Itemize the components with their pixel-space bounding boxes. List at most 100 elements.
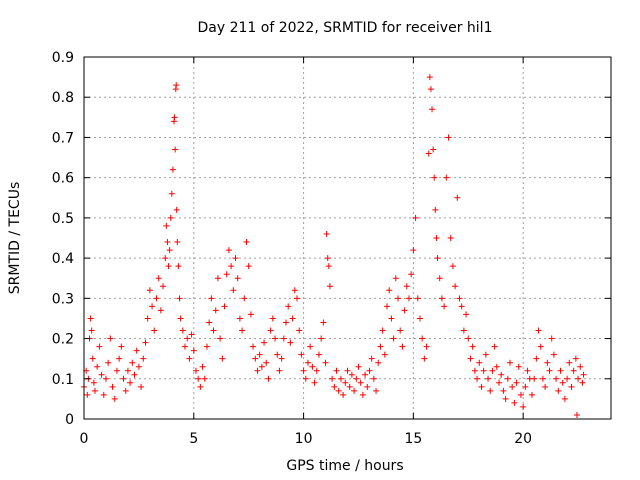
data-point xyxy=(384,303,391,310)
data-point xyxy=(427,86,434,93)
data-point xyxy=(557,367,564,374)
x-axis-label: GPS time / hours xyxy=(286,458,403,474)
data-point xyxy=(151,327,158,334)
data-point xyxy=(87,315,94,322)
data-point xyxy=(573,411,580,418)
data-point xyxy=(509,383,516,390)
data-point xyxy=(431,174,438,181)
data-point xyxy=(432,206,439,213)
data-point xyxy=(511,399,518,406)
data-point xyxy=(408,271,415,278)
data-point xyxy=(176,295,183,302)
data-point xyxy=(410,247,417,254)
data-point xyxy=(522,383,529,390)
data-point xyxy=(548,335,555,342)
data-point xyxy=(443,174,450,181)
data-point xyxy=(570,367,577,374)
data-point xyxy=(160,283,167,290)
data-point xyxy=(263,359,270,366)
data-point xyxy=(386,287,393,294)
data-point xyxy=(241,295,248,302)
data-point xyxy=(465,335,472,342)
data-point xyxy=(201,375,208,382)
data-point xyxy=(254,367,261,374)
data-point xyxy=(168,190,175,197)
data-point xyxy=(390,335,397,342)
x-tick-label: 5 xyxy=(189,431,198,447)
data-point xyxy=(550,351,557,358)
data-point xyxy=(539,375,546,382)
data-point xyxy=(377,343,384,350)
data-point xyxy=(564,375,571,382)
data-point xyxy=(298,351,305,358)
data-point xyxy=(131,371,138,378)
data-point xyxy=(210,327,217,334)
data-point xyxy=(362,371,369,378)
data-point xyxy=(165,263,172,270)
data-point xyxy=(412,214,419,221)
data-points xyxy=(81,74,587,418)
data-point xyxy=(265,375,272,382)
data-point xyxy=(401,307,408,314)
data-point xyxy=(293,295,300,302)
y-tick-label: 0 xyxy=(65,412,74,428)
data-point xyxy=(416,315,423,322)
data-point xyxy=(524,367,531,374)
data-point xyxy=(577,363,584,370)
data-point xyxy=(127,379,134,386)
data-point xyxy=(243,239,250,246)
data-point xyxy=(162,255,169,262)
data-point xyxy=(206,319,213,326)
x-tick-label: 15 xyxy=(404,431,422,447)
y-tick-label: 0.5 xyxy=(52,211,74,227)
data-point xyxy=(173,82,180,89)
data-point xyxy=(438,295,445,302)
data-point xyxy=(212,307,219,314)
data-point xyxy=(296,327,303,334)
data-point xyxy=(357,379,364,386)
data-point xyxy=(109,383,116,390)
data-point xyxy=(326,283,333,290)
data-point xyxy=(572,355,579,362)
data-point xyxy=(342,379,349,386)
data-point xyxy=(320,319,327,326)
data-point xyxy=(447,235,454,241)
data-point xyxy=(203,343,210,350)
data-point xyxy=(173,206,180,213)
data-point xyxy=(452,283,459,290)
data-point xyxy=(337,375,344,382)
data-point xyxy=(454,194,461,201)
data-point xyxy=(496,379,503,386)
data-point xyxy=(250,343,257,350)
data-point xyxy=(430,146,437,153)
data-point xyxy=(221,303,228,310)
y-tick-label: 0.1 xyxy=(52,372,74,388)
y-tick-label: 0.2 xyxy=(52,332,74,348)
data-point xyxy=(90,379,97,386)
data-point xyxy=(307,343,314,350)
data-point xyxy=(291,287,298,294)
data-point xyxy=(280,335,287,342)
data-point xyxy=(169,166,176,173)
data-point xyxy=(353,375,360,382)
data-point xyxy=(239,327,246,334)
data-point xyxy=(504,375,511,382)
data-point xyxy=(111,395,118,402)
data-point xyxy=(403,283,410,290)
tick-labels: 0 0.1 0.2 0.3 0.4 0.5 0.6 0.7 0.8 0.9 0 5 10 15 20 xyxy=(52,50,532,447)
data-point xyxy=(311,379,318,386)
data-point xyxy=(192,367,199,374)
data-point xyxy=(96,343,103,350)
data-point xyxy=(381,351,388,358)
data-point xyxy=(116,355,123,362)
data-point xyxy=(274,351,281,358)
data-point xyxy=(568,383,575,390)
data-point xyxy=(463,311,470,318)
data-point xyxy=(135,363,142,370)
data-point xyxy=(107,335,114,342)
data-point xyxy=(392,275,399,282)
data-point xyxy=(177,315,184,322)
data-point xyxy=(153,295,160,302)
data-point xyxy=(429,106,436,113)
data-point xyxy=(247,311,254,318)
